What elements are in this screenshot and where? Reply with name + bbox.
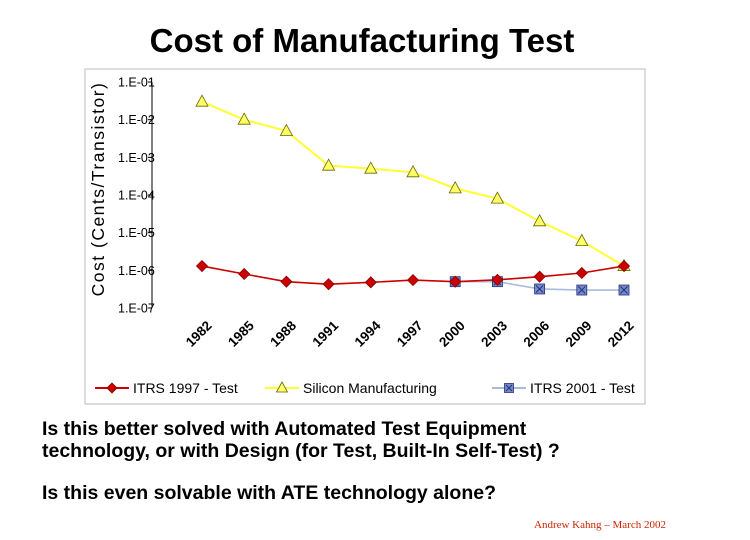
- x-tick-label: 2009: [563, 318, 595, 350]
- x-tick-label: 1985: [225, 318, 257, 350]
- y-ticks: 1.E-01 1.E-02 1.E-03 1.E-04 1.E-05 1.E-06 1.E-…: [118, 76, 155, 316]
- chart-area: Cost (Cents/Transistor) 1.E-011.E-021.E-…: [84, 68, 646, 405]
- marker-cross: [505, 384, 513, 392]
- legend-label: Silicon Manufacturing: [303, 380, 437, 396]
- series-lines: [201, 100, 625, 291]
- question-1-line-2: technology, or with Design (for Test, Bu…: [42, 440, 560, 462]
- legend: ITRS 1997 - Test Silicon Manufacturing ITR…: [95, 380, 635, 396]
- data-point-0: [322, 278, 335, 291]
- data-point-0: [449, 275, 462, 288]
- legend-marker: [275, 381, 289, 393]
- x-tick-label: 1994: [352, 318, 384, 350]
- question-1: Is this better solved with Automated Tes…: [42, 418, 732, 462]
- x-tick-label: 1988: [267, 318, 299, 350]
- data-point-2: [576, 284, 588, 296]
- data-point-1: [364, 161, 378, 174]
- data-point-1: [448, 181, 462, 194]
- y-tick-label: 1.E-04: [118, 189, 155, 203]
- marker-cross: [535, 285, 544, 293]
- data-point-1: [195, 94, 209, 107]
- y-tick-label: 1.E-06: [118, 264, 155, 278]
- y-tick-label: 1.E-03: [118, 151, 155, 165]
- data-point-1: [279, 123, 294, 136]
- data-point-1: [237, 112, 251, 125]
- legend-marker: [106, 382, 118, 394]
- legend-label: ITRS 2001 - Test: [530, 380, 635, 396]
- data-point-0: [533, 270, 546, 283]
- question-2: Is this even solvable with ATE technolog…: [42, 482, 497, 504]
- data-point-0: [238, 267, 251, 281]
- data-point-0: [195, 259, 209, 273]
- data-point-1: [490, 191, 505, 204]
- data-point-0: [491, 273, 504, 286]
- y-axis-label: Cost (Cents/Transistor): [88, 82, 108, 297]
- markers: [195, 94, 631, 296]
- data-point-0: [617, 259, 631, 273]
- data-point-2: [618, 284, 630, 296]
- data-point-1: [321, 158, 336, 171]
- data-point-0: [280, 275, 293, 288]
- series-line-1: [201, 100, 625, 267]
- data-point-1: [532, 213, 547, 227]
- x-tick-label: 2000: [436, 318, 468, 350]
- slide-title: Cost of Manufacturing Test: [149, 22, 575, 59]
- data-point-1: [406, 164, 420, 178]
- chart-border: [84, 68, 646, 405]
- y-tick-label: 1.E-01: [118, 76, 155, 90]
- author-credit: Andrew Kahng – March 2002: [534, 519, 666, 531]
- x-tick-label: 1982: [183, 318, 215, 350]
- data-point-0: [364, 276, 377, 289]
- x-tick-label: 2003: [478, 318, 510, 350]
- x-tick-label: 2006: [520, 318, 552, 350]
- x-tick-label: 1991: [309, 318, 341, 350]
- x-ticks: 1982 1985 1988 1991 1994 1997 2000 2003 2006 2009…: [183, 318, 637, 350]
- y-tick-label: 1.E-02: [118, 113, 155, 127]
- x-tick-label: 2012: [605, 318, 637, 350]
- data-point-0: [406, 274, 420, 287]
- data-point-0: [575, 266, 588, 280]
- x-tick-label: 1997: [394, 318, 426, 350]
- legend-label: ITRS 1997 - Test: [133, 380, 238, 396]
- y-tick-label: 1.E-07: [118, 302, 155, 316]
- question-1-line-1: Is this better solved with Automated Tes…: [42, 418, 527, 440]
- data-point-2: [534, 283, 545, 295]
- y-tick-label: 1.E-05: [118, 226, 155, 240]
- legend-marker: [504, 383, 514, 393]
- marker-cross: [577, 286, 586, 294]
- data-point-1: [575, 233, 589, 246]
- marker-cross: [620, 286, 628, 294]
